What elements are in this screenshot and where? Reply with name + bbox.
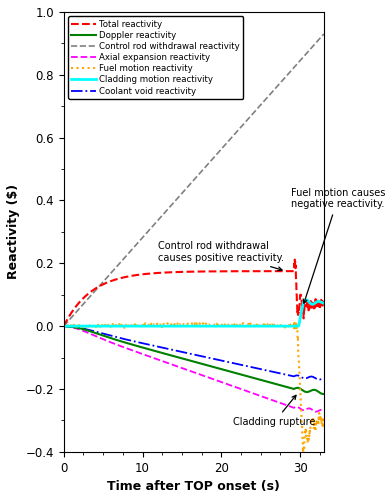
Fuel motion reactivity bbox=[301, 454, 306, 460]
Total reactivity bbox=[220, 268, 224, 274]
Axial expansion reactivity bbox=[220, 380, 224, 386]
Coolant void reactivity bbox=[319, 376, 324, 382]
Line: Axial expansion reactivity: Axial expansion reactivity bbox=[64, 326, 324, 412]
Control rod withdrawal reactivity bbox=[240, 123, 244, 129]
Cladding motion reactivity bbox=[319, 300, 324, 306]
Coolant void reactivity bbox=[257, 366, 262, 372]
Fuel motion reactivity bbox=[240, 321, 245, 327]
Axial expansion reactivity bbox=[303, 406, 308, 412]
Cladding motion reactivity bbox=[218, 323, 223, 329]
Axial expansion reactivity bbox=[314, 408, 319, 414]
Fuel motion reactivity bbox=[176, 319, 181, 325]
Doppler reactivity bbox=[322, 391, 326, 397]
Axial expansion reactivity bbox=[257, 392, 262, 398]
Control rod withdrawal reactivity bbox=[218, 148, 223, 154]
Total reactivity bbox=[257, 268, 262, 274]
Coolant void reactivity bbox=[322, 375, 326, 381]
Control rod withdrawal reactivity bbox=[322, 31, 326, 37]
Text: Cladding rupture: Cladding rupture bbox=[233, 396, 315, 427]
Cladding motion reactivity bbox=[220, 323, 224, 329]
Legend: Total reactivity, Doppler reactivity, Control rod withdrawal reactivity, Axial e: Total reactivity, Doppler reactivity, Co… bbox=[68, 16, 243, 99]
Line: Total reactivity: Total reactivity bbox=[64, 260, 324, 326]
Fuel motion reactivity bbox=[218, 321, 223, 327]
Doppler reactivity bbox=[319, 390, 324, 396]
Cladding motion reactivity bbox=[257, 323, 262, 329]
Doppler reactivity bbox=[62, 323, 66, 329]
Line: Doppler reactivity: Doppler reactivity bbox=[64, 326, 324, 394]
Doppler reactivity bbox=[218, 366, 223, 372]
Text: Control rod withdrawal
causes positive reactivity.: Control rod withdrawal causes positive r… bbox=[158, 242, 284, 270]
Fuel motion reactivity bbox=[258, 322, 263, 328]
Cladding motion reactivity bbox=[304, 297, 308, 303]
Fuel motion reactivity bbox=[320, 418, 324, 424]
Doppler reactivity bbox=[321, 391, 325, 397]
Doppler reactivity bbox=[303, 389, 308, 395]
Fuel motion reactivity bbox=[322, 421, 326, 427]
Total reactivity bbox=[322, 302, 326, 308]
Doppler reactivity bbox=[220, 366, 224, 372]
Total reactivity bbox=[62, 323, 66, 329]
Axial expansion reactivity bbox=[218, 378, 223, 384]
Coolant void reactivity bbox=[303, 376, 308, 382]
Total reactivity bbox=[319, 302, 324, 308]
Fuel motion reactivity bbox=[62, 325, 66, 331]
Coolant void reactivity bbox=[62, 323, 66, 329]
Total reactivity bbox=[293, 256, 297, 262]
Fuel motion reactivity bbox=[220, 323, 225, 329]
Doppler reactivity bbox=[240, 372, 244, 378]
Axial expansion reactivity bbox=[240, 386, 244, 392]
Control rod withdrawal reactivity bbox=[257, 103, 262, 109]
Axial expansion reactivity bbox=[62, 323, 66, 329]
Fuel motion reactivity bbox=[304, 428, 308, 434]
X-axis label: Time after TOP onset (s): Time after TOP onset (s) bbox=[107, 480, 280, 493]
Line: Cladding motion reactivity: Cladding motion reactivity bbox=[64, 300, 324, 326]
Coolant void reactivity bbox=[218, 357, 223, 363]
Total reactivity bbox=[304, 297, 308, 303]
Coolant void reactivity bbox=[240, 362, 244, 368]
Axial expansion reactivity bbox=[322, 408, 326, 414]
Control rod withdrawal reactivity bbox=[303, 52, 308, 58]
Text: Fuel motion causes
negative reactivity.: Fuel motion causes negative reactivity. bbox=[291, 188, 385, 304]
Cladding motion reactivity bbox=[240, 323, 244, 329]
Control rod withdrawal reactivity bbox=[62, 323, 66, 329]
Control rod withdrawal reactivity bbox=[319, 34, 324, 40]
Total reactivity bbox=[218, 268, 223, 274]
Total reactivity bbox=[240, 268, 244, 274]
Coolant void reactivity bbox=[220, 358, 224, 364]
Axial expansion reactivity bbox=[319, 407, 324, 413]
Cladding motion reactivity bbox=[62, 323, 66, 329]
Control rod withdrawal reactivity bbox=[220, 146, 224, 152]
Doppler reactivity bbox=[257, 376, 262, 382]
Coolant void reactivity bbox=[317, 376, 321, 382]
Line: Control rod withdrawal reactivity: Control rod withdrawal reactivity bbox=[64, 34, 324, 326]
Line: Fuel motion reactivity: Fuel motion reactivity bbox=[64, 322, 324, 458]
Cladding motion reactivity bbox=[322, 300, 326, 306]
Cladding motion reactivity bbox=[303, 297, 308, 303]
Line: Coolant void reactivity: Coolant void reactivity bbox=[64, 326, 324, 380]
Y-axis label: Reactivity ($): Reactivity ($) bbox=[7, 184, 20, 280]
